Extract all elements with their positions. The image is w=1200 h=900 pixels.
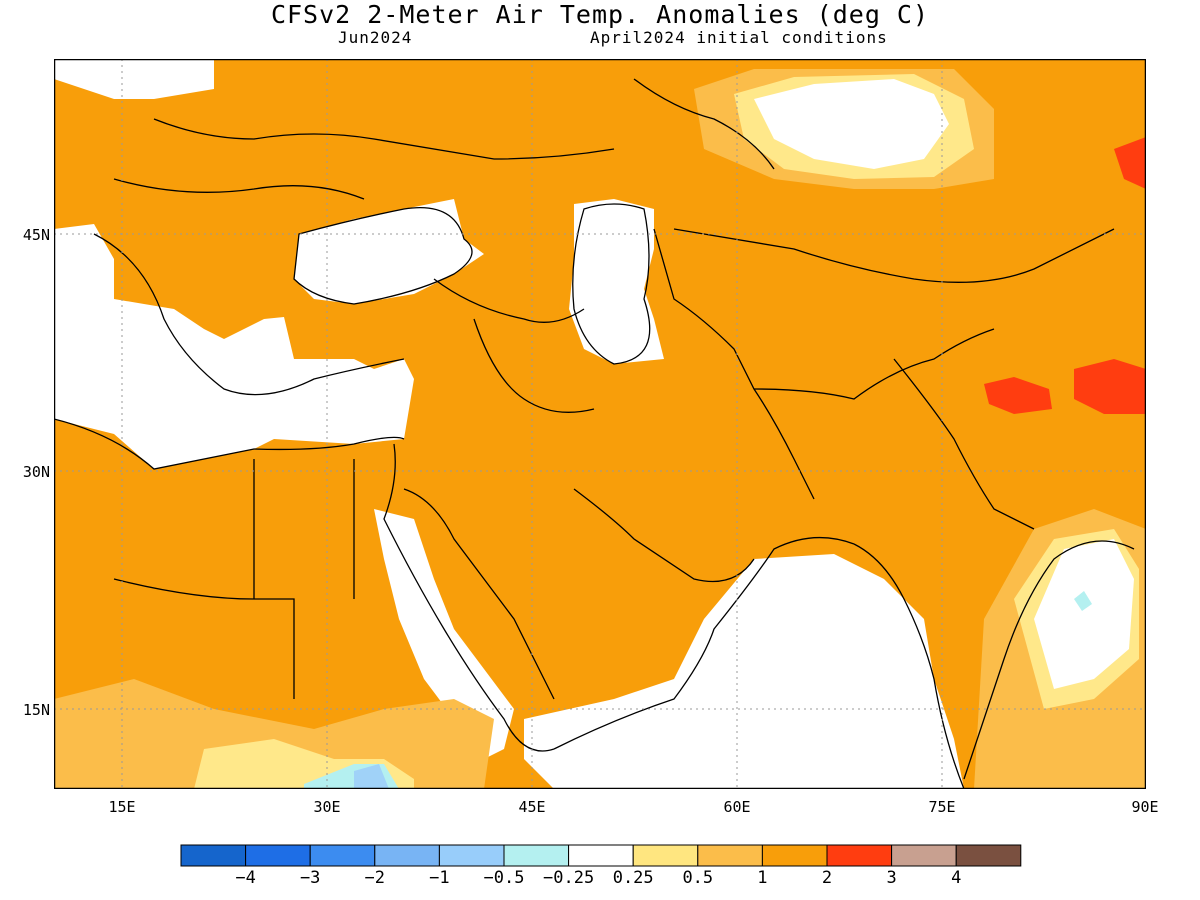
caspian-neutral [569,199,664,364]
colorbar [180,844,1022,867]
colorbar-label: −3 [299,868,321,888]
colorbar-swatch [697,844,763,867]
lon-label-75e: 75E [928,798,956,816]
colorbar-swatch [891,844,957,867]
graticule [54,59,1146,789]
init-conditions-label: April2024 initial conditions [590,28,888,47]
colorbar-label: −1 [429,868,450,888]
sudan-cool-core [354,764,389,789]
lat-label-15n: 15N [22,701,50,719]
mediterranean-neutral [54,224,414,469]
colorbar-label: 2 [821,868,833,888]
lon-label-30e: 30E [313,798,341,816]
lon-label-45e: 45E [518,798,546,816]
colorbar-swatch [568,844,634,867]
colorbar-swatch [826,844,893,867]
lon-label-90e: 90E [1131,798,1159,816]
far-east-hot-spot [1114,137,1146,189]
colorbar-label: −4 [235,868,256,888]
lon-label-60e: 60E [723,798,751,816]
anomaly-map [54,59,1146,789]
colorbar-label: 4 [951,868,962,888]
colorbar-label: 0.5 [682,868,714,888]
kazakh-neutral-core [754,79,949,169]
coastlines [54,78,1135,789]
colorbar-label: 0.25 [612,868,654,888]
black-sea-neutral [294,199,484,304]
colorbar-label: −2 [364,868,386,888]
colorbar-swatch [503,844,570,867]
colorbar-label: 1 [757,868,768,888]
valid-month-label: Jun2024 [338,28,413,47]
colorbar-swatch [180,844,247,867]
red-sea-neutral [374,509,514,759]
kashmir-hot-spot [984,377,1052,414]
lon-label-15e: 15E [108,798,136,816]
north-europe-neutral [54,59,214,99]
colorbar-swatch [632,844,699,867]
chart-title: CFSv2 2-Meter Air Temp. Anomalies (deg C… [270,0,930,29]
colorbar-label: −0.25 [543,868,595,888]
colorbar-label: 3 [886,868,897,888]
colorbar-swatch [245,844,311,867]
colorbar-swatch [374,844,440,867]
arabian-sea-neutral [524,554,964,789]
colorbar-label: −0.5 [483,868,525,888]
lat-label-45n: 45N [22,226,50,244]
bengal-neutral-core [1034,539,1134,689]
colorbar-swatch [309,844,376,867]
tibet-hot-spot [1074,359,1146,414]
colorbar-swatch [761,844,828,867]
bengal-cool-spot [1074,591,1092,611]
colorbar-swatch [955,844,1022,867]
colorbar-swatch [438,844,505,867]
lat-label-30n: 30N [22,463,50,481]
